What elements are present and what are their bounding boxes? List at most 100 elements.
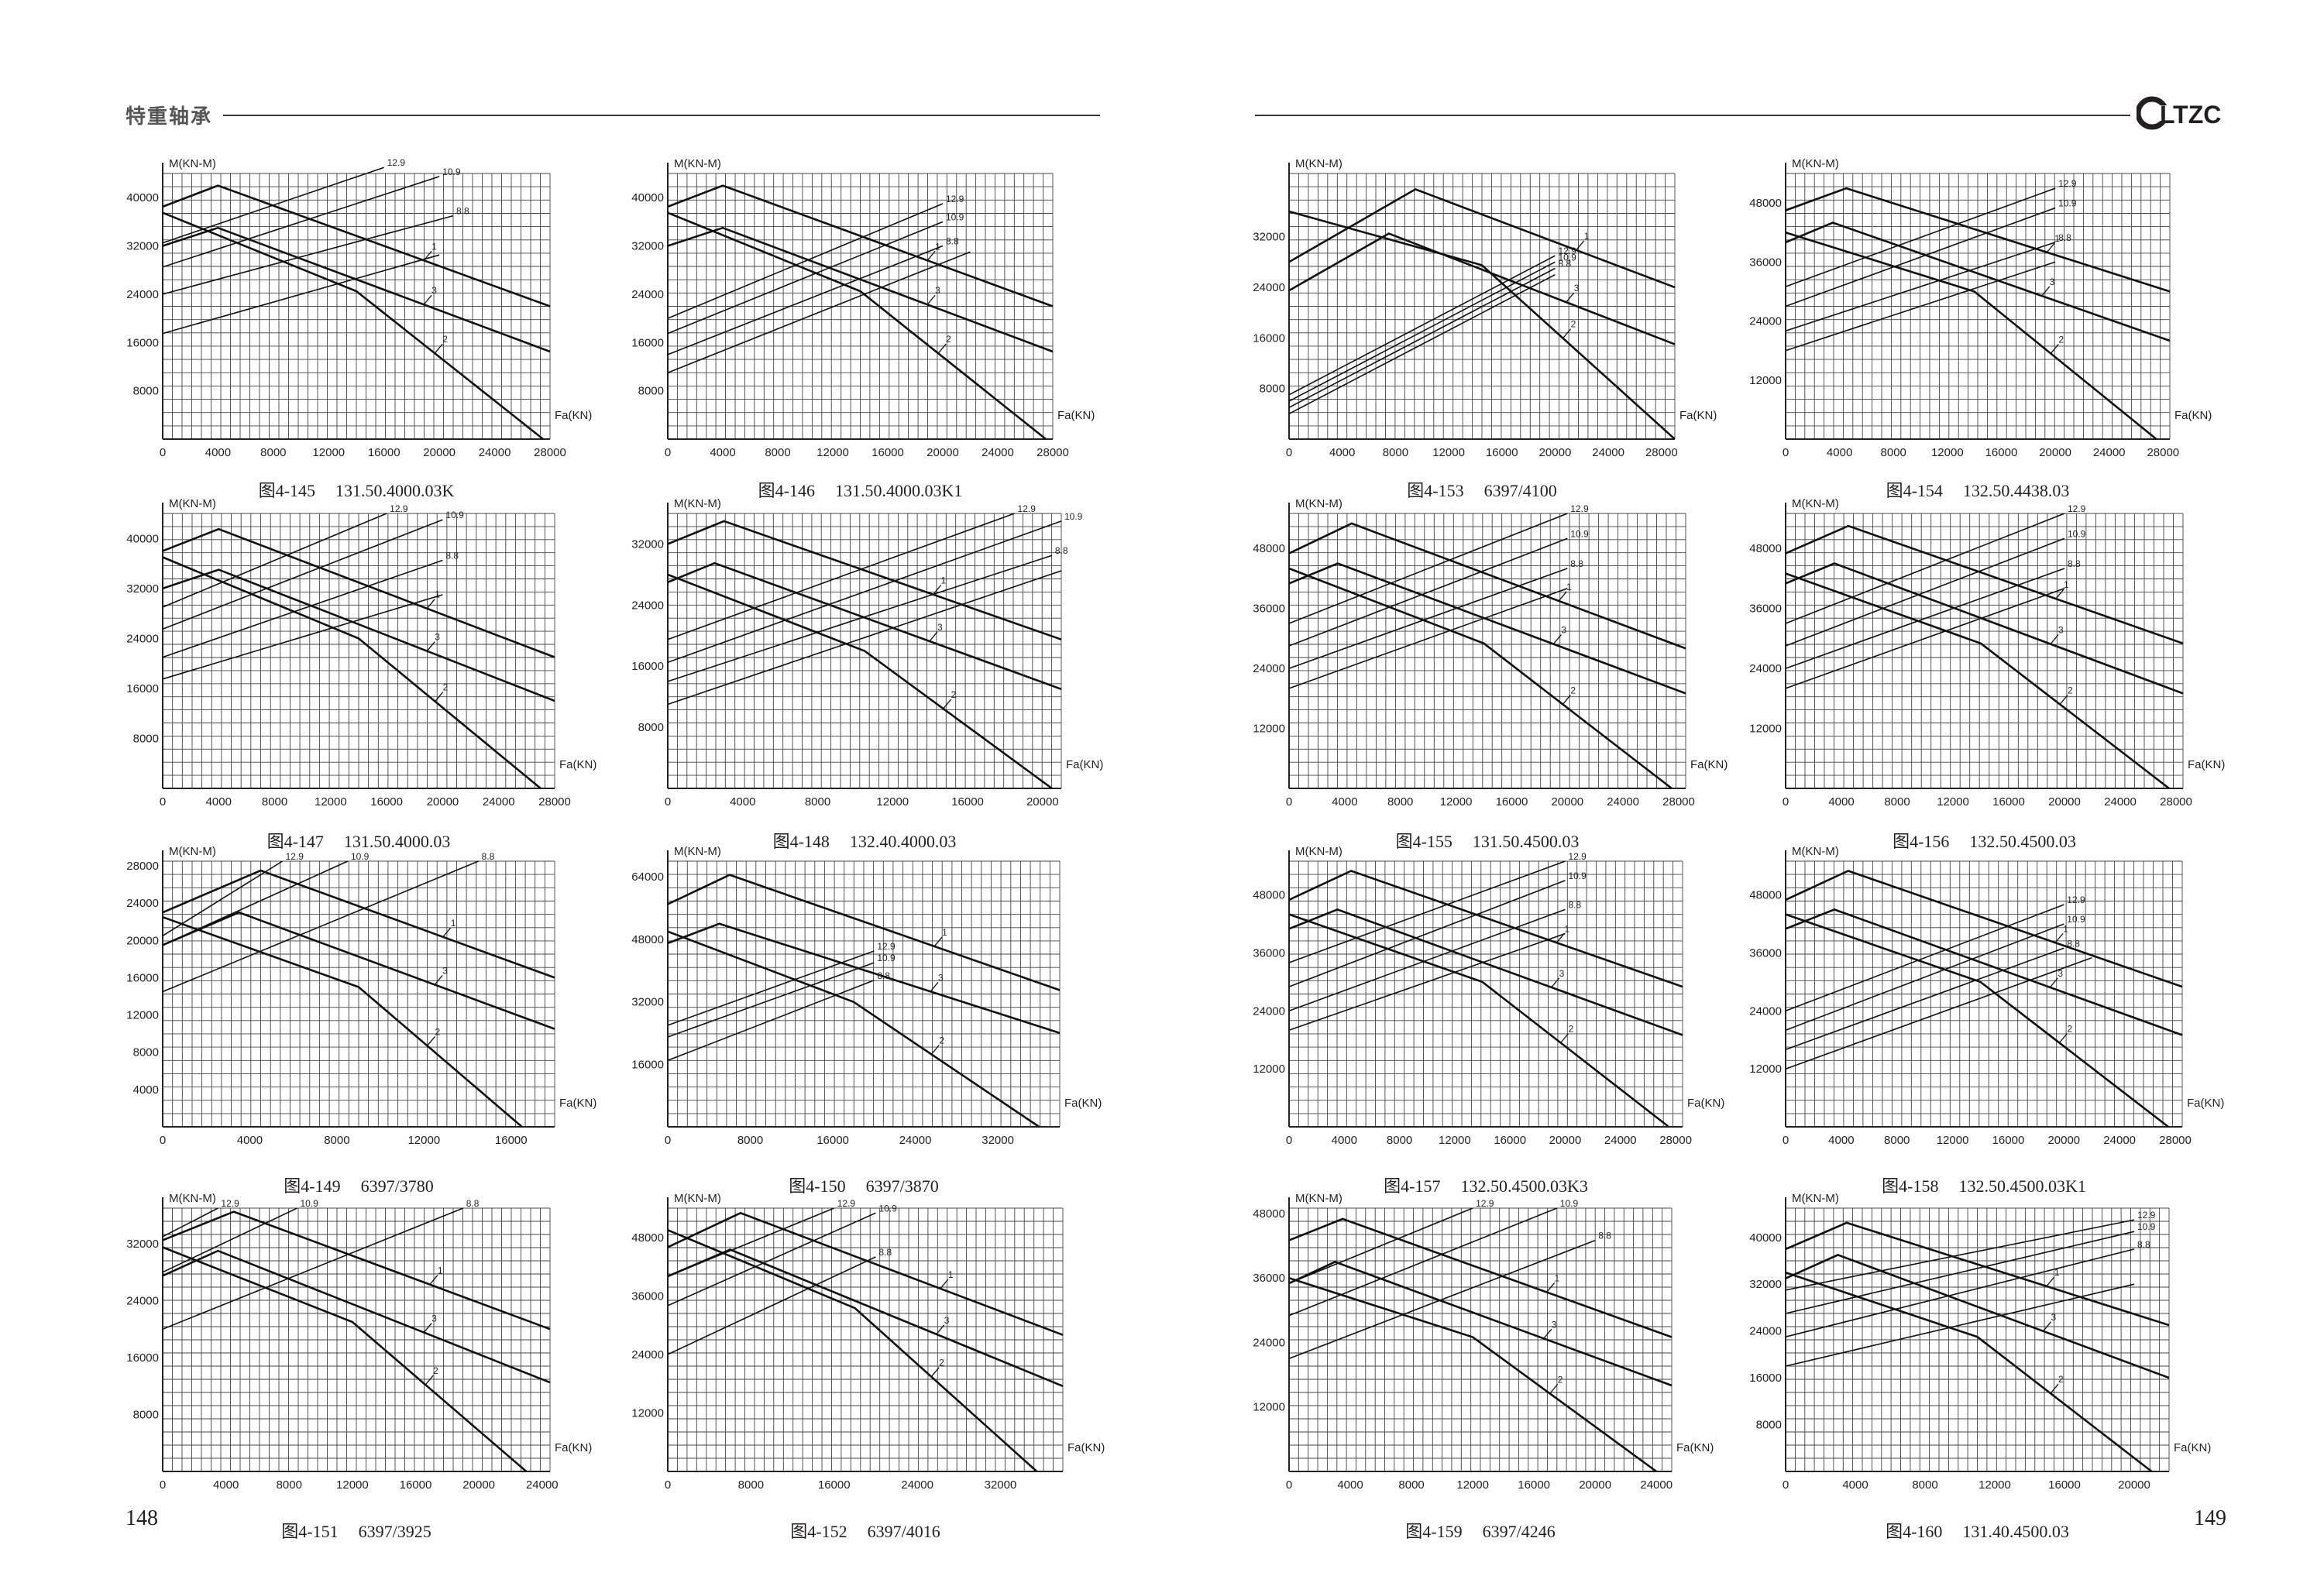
x-tick-label: 4000 <box>1337 1478 1363 1492</box>
x-tick-label: 8000 <box>260 446 286 459</box>
series-label: 8.8 <box>2058 232 2071 243</box>
series-label: 10.9 <box>2058 197 2077 208</box>
series-label: 8.8 <box>445 551 459 561</box>
y-tick-label: 32000 <box>126 1238 159 1251</box>
series-leader <box>927 250 936 261</box>
y-tick-label: 12000 <box>1749 374 1782 387</box>
y-tick-label: 48000 <box>1749 889 1782 902</box>
series-line-10.9 <box>667 1212 876 1306</box>
series-line-3 <box>1288 908 1683 1036</box>
x-tick-label: 12000 <box>315 795 347 809</box>
series-leader <box>1566 292 1575 303</box>
bearing-model: 6397/4246 <box>1482 1522 1556 1541</box>
x-tick-label: 28000 <box>1662 795 1695 809</box>
chart-grid-lines <box>1785 860 2183 1128</box>
y-tick-label: 16000 <box>126 1351 159 1365</box>
x-tick-label: 16000 <box>370 795 403 809</box>
series-line-3 <box>1785 908 2183 1036</box>
x-tick-label: 24000 <box>479 446 511 459</box>
series-line-3 <box>667 922 1061 1035</box>
y-axis-label: M(KN-M) <box>169 497 216 510</box>
series-line-unlabeled <box>162 254 440 335</box>
series-label: 1 <box>2054 233 2060 244</box>
chart-5: 0 8000 16000 24000 32000 16000 32000 48000 64000… <box>631 845 1102 1147</box>
x-tick-label: 20000 <box>1539 446 1572 459</box>
series-label: 10.9 <box>1558 252 1576 263</box>
bearing-model: 6397/3780 <box>360 1176 434 1196</box>
x-tick-label: 24000 <box>483 795 515 809</box>
x-tick-label: 4000 <box>1828 795 1854 809</box>
series-label: 8.8 <box>2137 1239 2150 1250</box>
y-tick-label: 36000 <box>1253 603 1285 616</box>
series-leader <box>442 927 452 938</box>
series-leader <box>2049 977 2058 988</box>
x-tick-label: 20000 <box>2118 1478 2150 1492</box>
series-label: 12.9 <box>390 503 408 514</box>
series-line-unlabeled <box>1785 261 2056 352</box>
x-tick-label: 16000 <box>816 1134 849 1147</box>
y-axis-label: M(KN-M) <box>1295 845 1342 858</box>
x-tick-label: 0 <box>665 1478 671 1492</box>
x-tick-label: 24000 <box>2093 446 2126 459</box>
chart-grid-lines <box>1785 173 2171 440</box>
x-tick-label: 16000 <box>1992 795 2025 809</box>
x-axis-label: Fa(KN) <box>1064 1097 1102 1110</box>
x-tick-label: 28000 <box>538 795 571 809</box>
chart-1: 0 4000 8000 12000 16000 20000 24000 28000 8000 16… <box>631 157 1095 459</box>
bearing-model: 131.50.4000.03K1 <box>834 481 963 500</box>
series-leader <box>2055 589 2064 599</box>
x-tick-label: 12000 <box>312 446 345 459</box>
series-line-8.8 <box>1785 1248 2135 1337</box>
series-leader <box>943 699 952 709</box>
series-label: 3 <box>2051 1312 2057 1323</box>
x-tick-label: 0 <box>160 1478 166 1492</box>
x-tick-label: 24000 <box>901 1478 933 1492</box>
series-line-1 <box>1288 187 1676 289</box>
series-label: 3 <box>431 1313 437 1324</box>
y-tick-label: 48000 <box>1253 1207 1285 1221</box>
series-label: 12.9 <box>387 157 406 168</box>
series-line-unlabeled <box>1785 588 2065 689</box>
series-leader <box>1562 695 1571 705</box>
series-label: 8.8 <box>946 236 959 247</box>
series-leader <box>2059 695 2068 705</box>
x-tick-label: 16000 <box>1496 795 1528 809</box>
x-tick-label: 24000 <box>2103 1134 2136 1147</box>
series-line-1 <box>162 1210 551 1331</box>
y-axis-label: M(KN-M) <box>169 157 216 170</box>
x-tick-label: 8000 <box>1884 795 1910 809</box>
series-label: 1 <box>438 1265 443 1276</box>
y-tick-label: 8000 <box>133 1046 159 1059</box>
figure-number: 图4-153 <box>1407 481 1464 500</box>
series-line-unlabeled <box>1288 588 1568 689</box>
series-line-3 <box>162 1249 551 1384</box>
series-leader <box>2050 1383 2059 1394</box>
series-line-3 <box>1785 562 2184 695</box>
y-tick-label: 16000 <box>1749 1372 1782 1385</box>
x-axis-label: Fa(KN) <box>1057 409 1095 422</box>
figure-number: 图4-158 <box>1882 1176 1939 1196</box>
y-tick-label: 24000 <box>1253 1336 1285 1349</box>
chart-7: 0 8000 16000 24000 32000 12000 24000 36000 48000… <box>631 1192 1105 1492</box>
y-tick-label: 24000 <box>1253 1004 1285 1018</box>
series-label: 3 <box>2050 276 2055 287</box>
series-label: 3 <box>938 972 944 983</box>
y-tick-label: 24000 <box>631 599 664 612</box>
series-label: 1 <box>2054 1267 2060 1278</box>
series-label: 3 <box>944 1315 950 1326</box>
y-tick-label: 16000 <box>126 336 159 349</box>
x-tick-label: 20000 <box>1549 1134 1582 1147</box>
series-line-8.8 <box>1785 568 2065 669</box>
figure-number: 图4-149 <box>284 1176 341 1196</box>
x-tick-label: 8000 <box>324 1134 349 1147</box>
series-line-10.9 <box>162 519 443 630</box>
chart-grid-lines <box>667 860 1061 1128</box>
series-label: 3 <box>1552 1319 1557 1330</box>
y-tick-label: 64000 <box>631 870 664 884</box>
series-label: 2 <box>939 1358 944 1368</box>
y-tick-label: 16000 <box>1253 331 1285 345</box>
x-tick-label: 0 <box>665 1134 671 1147</box>
series-line-unlabeled <box>667 251 971 374</box>
series-label: 12.9 <box>221 1198 239 1209</box>
series-line-10.9 <box>1288 261 1556 402</box>
